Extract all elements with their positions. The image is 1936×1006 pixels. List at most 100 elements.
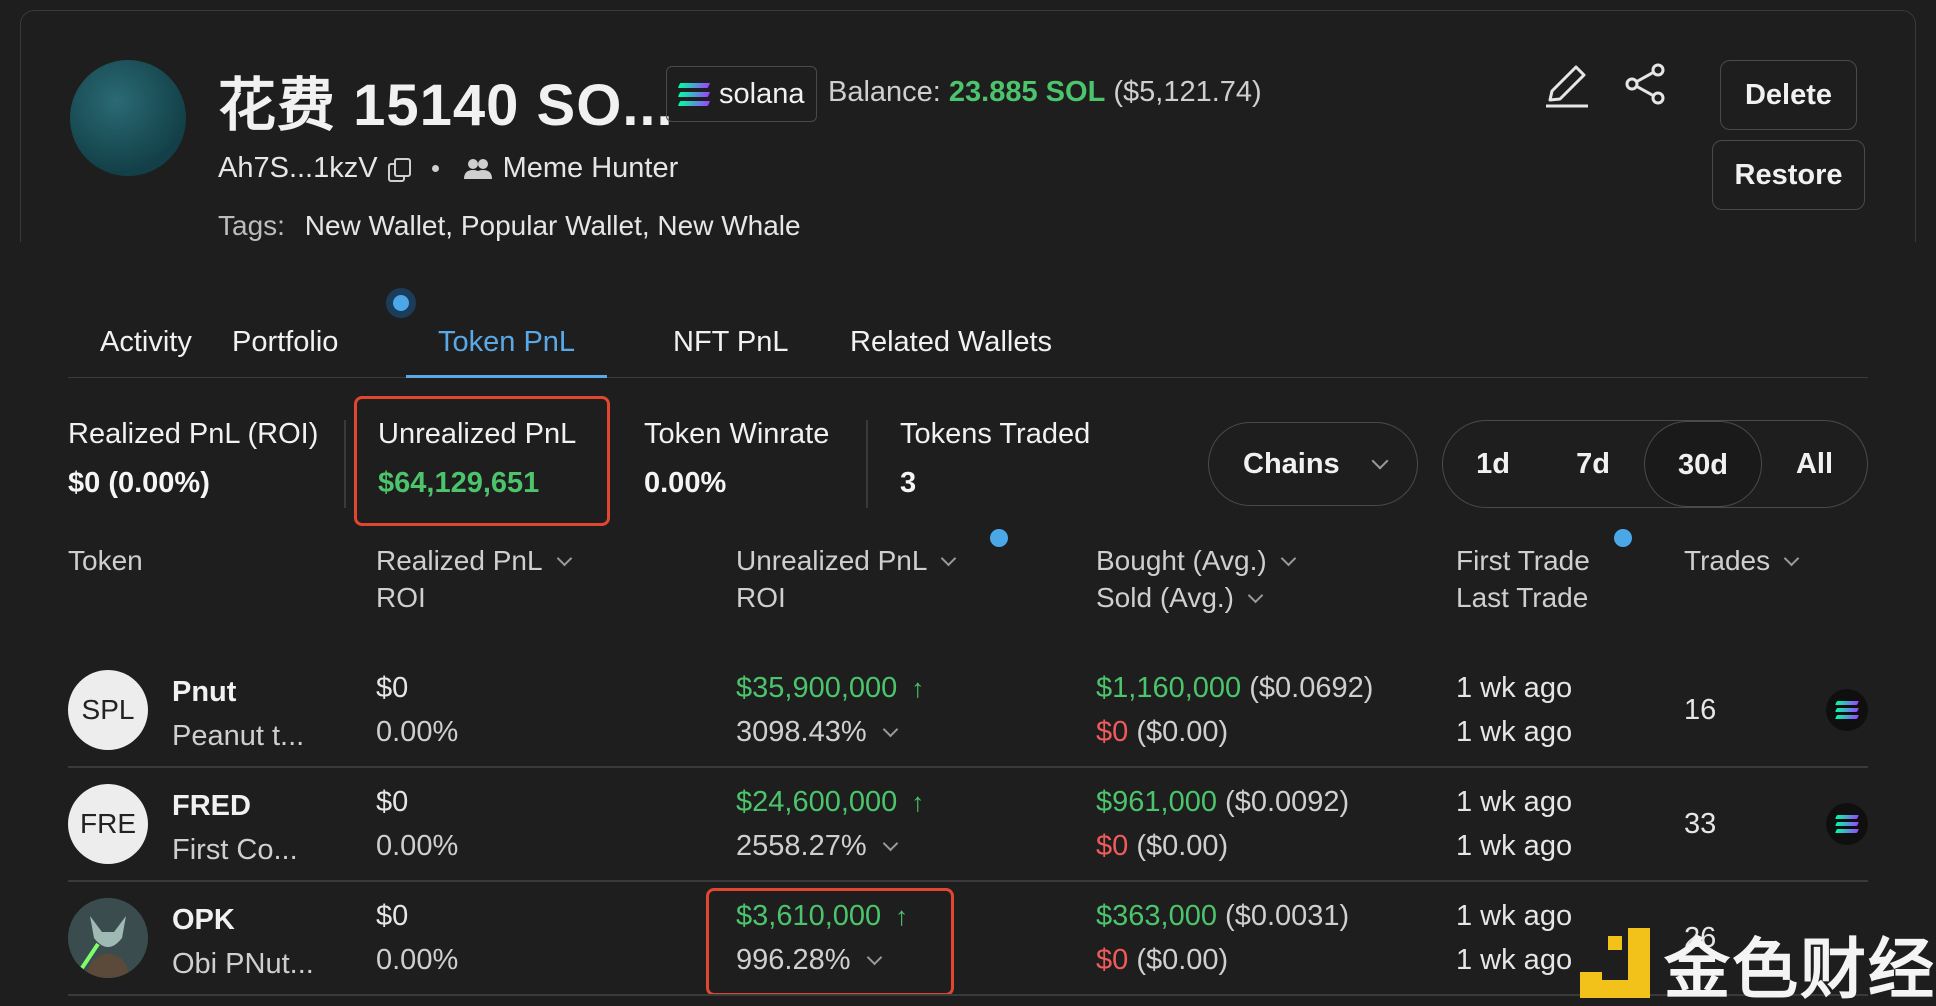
solana-icon (1826, 803, 1868, 845)
arrow-up-icon: ↑ (911, 673, 925, 703)
separator-dot (431, 165, 439, 172)
wallet-header-card (20, 10, 1916, 242)
stat-unrealized-label: Unrealized PnL (378, 418, 577, 450)
chevron-down-icon[interactable] (882, 721, 898, 738)
bought-value: $1,160,000 (1096, 672, 1242, 704)
bought-value: $961,000 (1096, 786, 1217, 818)
trades-count: 26 (1684, 922, 1717, 954)
col-sold-label: Sold (Avg.) (1096, 582, 1234, 613)
range-all[interactable]: All (1795, 448, 1834, 480)
solana-icon (1826, 689, 1868, 731)
tags-list: New Wallet, Popular Wallet, New Whale (304, 210, 801, 241)
realized-roi: 0.00% (376, 830, 459, 862)
watermark: 金色财经 (1580, 916, 1936, 1006)
token-name: Obi PNut... (172, 948, 314, 980)
edit-icon[interactable] (1542, 60, 1592, 110)
chevron-down-icon (1247, 587, 1264, 604)
col-last-trade: Last Trade (1456, 582, 1589, 613)
tab-portfolio[interactable]: Portfolio (232, 326, 339, 358)
first-trade: 1 wk ago (1456, 672, 1573, 704)
bought-avg: ($0.0092) (1225, 786, 1350, 818)
col-trades[interactable]: Trades (1684, 542, 1800, 579)
col-trades-label: Trades (1684, 545, 1771, 576)
balance-usd: ($5,121.74) (1113, 76, 1262, 108)
col-first-trade: First Trade (1456, 545, 1590, 576)
table-row-token[interactable]: OPK Obi PNut... (172, 898, 314, 986)
bought-avg: ($0.0031) (1225, 900, 1350, 932)
watermark-logo-icon (1580, 928, 1650, 1000)
token-name: Peanut t... (172, 720, 305, 752)
stat-winrate-label: Token Winrate (644, 418, 830, 450)
trade-dates-cell: 1 wk ago 1 wk ago (1456, 894, 1572, 982)
col-bought-label: Bought (Avg.) (1096, 545, 1267, 576)
sold-avg: ($0.00) (1136, 830, 1229, 862)
balance-label: Balance: (828, 76, 941, 108)
row-divider (68, 880, 1868, 882)
share-icon[interactable] (1624, 62, 1668, 106)
table-row-token[interactable]: FRED First Co... (172, 784, 298, 872)
realized-roi: 0.00% (376, 716, 459, 748)
unrealized-cell: $3,610,000 ↑ 996.28% (736, 894, 908, 982)
token-symbol: FRED (172, 790, 251, 822)
copy-icon[interactable] (387, 157, 411, 182)
tab-nft-pnl[interactable]: NFT PnL (673, 326, 789, 358)
col-trade-dates: First Trade Last Trade (1456, 542, 1590, 616)
time-range-selector: 1d 7d 30d All (1442, 420, 1868, 508)
last-trade: 1 wk ago (1456, 944, 1573, 976)
highlight-box (706, 888, 954, 996)
stat-realized-value: $0 (0.00%) (68, 467, 210, 499)
token-avatar: FRE (68, 784, 148, 864)
sold-value: $0 (1096, 830, 1129, 862)
stat-divider (866, 420, 868, 508)
realized-value: $0 (376, 672, 409, 704)
sold-avg: ($0.00) (1136, 944, 1229, 976)
users-icon (463, 158, 492, 179)
sold-value: $0 (1096, 944, 1129, 976)
stat-traded-value: 3 (900, 467, 917, 499)
realized-cell: $0 0.00% (376, 666, 458, 754)
col-realized-label: Realized PnL (376, 545, 543, 576)
tab-token-pnl[interactable]: Token PnL (406, 322, 608, 378)
unrealized-value: $3,610,000 (736, 900, 882, 932)
stat-traded-label: Tokens Traded (900, 418, 1091, 450)
col-realized[interactable]: Realized PnL ROI (376, 542, 572, 616)
bought-sold-cell: $1,160,000 ($0.0692) $0 ($0.00) (1096, 666, 1373, 754)
delete-button[interactable]: Delete (1720, 60, 1857, 130)
table-row-token[interactable]: Pnut Peanut t... (172, 670, 304, 758)
range-7d[interactable]: 7d (1576, 448, 1610, 480)
chains-dropdown[interactable]: Chains (1208, 422, 1418, 506)
stat-winrate: Token Winrate 0.00% (644, 418, 829, 500)
highlight-box (354, 396, 610, 526)
arrow-up-icon: ↑ (895, 901, 909, 931)
stat-winrate-value: 0.00% (644, 467, 727, 499)
tags-label: Tags: (218, 210, 285, 241)
balance-sol: 23.885 SOL (948, 76, 1106, 108)
col-bought-sold[interactable]: Bought (Avg.) Sold (Avg.) (1096, 542, 1296, 616)
trade-dates-cell: 1 wk ago 1 wk ago (1456, 780, 1572, 868)
wallet-title: 花费 15140 SO... (218, 73, 674, 138)
col-unrealized[interactable]: Unrealized PnL ROI (736, 542, 957, 616)
arrow-up-icon: ↑ (911, 787, 925, 817)
chevron-down-icon (941, 550, 957, 567)
range-30d[interactable]: 30d (1644, 421, 1762, 507)
stat-divider (344, 420, 346, 508)
range-1d[interactable]: 1d (1476, 448, 1510, 480)
unrealized-cell: $24,600,000 ↑ 2558.27% (736, 780, 924, 868)
chevron-down-icon (1371, 452, 1389, 470)
stat-realized-label: Realized PnL (ROI) (68, 418, 319, 450)
tab-related-wallets[interactable]: Related Wallets (850, 326, 1053, 358)
wallet-avatar (70, 60, 186, 176)
col-realized-sub: ROI (376, 582, 426, 613)
trades-count: 16 (1684, 694, 1717, 726)
chain-label: solana (719, 77, 805, 110)
restore-button[interactable]: Restore (1712, 140, 1865, 210)
col-unrealized-sub: ROI (736, 582, 786, 613)
col-unrealized-label: Unrealized PnL (736, 545, 928, 576)
unrealized-cell: $35,900,000 ↑ 3098.43% (736, 666, 924, 754)
chain-badge[interactable]: solana (666, 66, 818, 122)
tab-activity[interactable]: Activity (100, 326, 192, 358)
stat-tokens-traded: Tokens Traded 3 (900, 418, 1090, 500)
chevron-down-icon[interactable] (882, 835, 898, 852)
tags-row: Tags: New Wallet, Popular Wallet, New Wh… (218, 210, 801, 242)
info-dot (1614, 529, 1632, 547)
